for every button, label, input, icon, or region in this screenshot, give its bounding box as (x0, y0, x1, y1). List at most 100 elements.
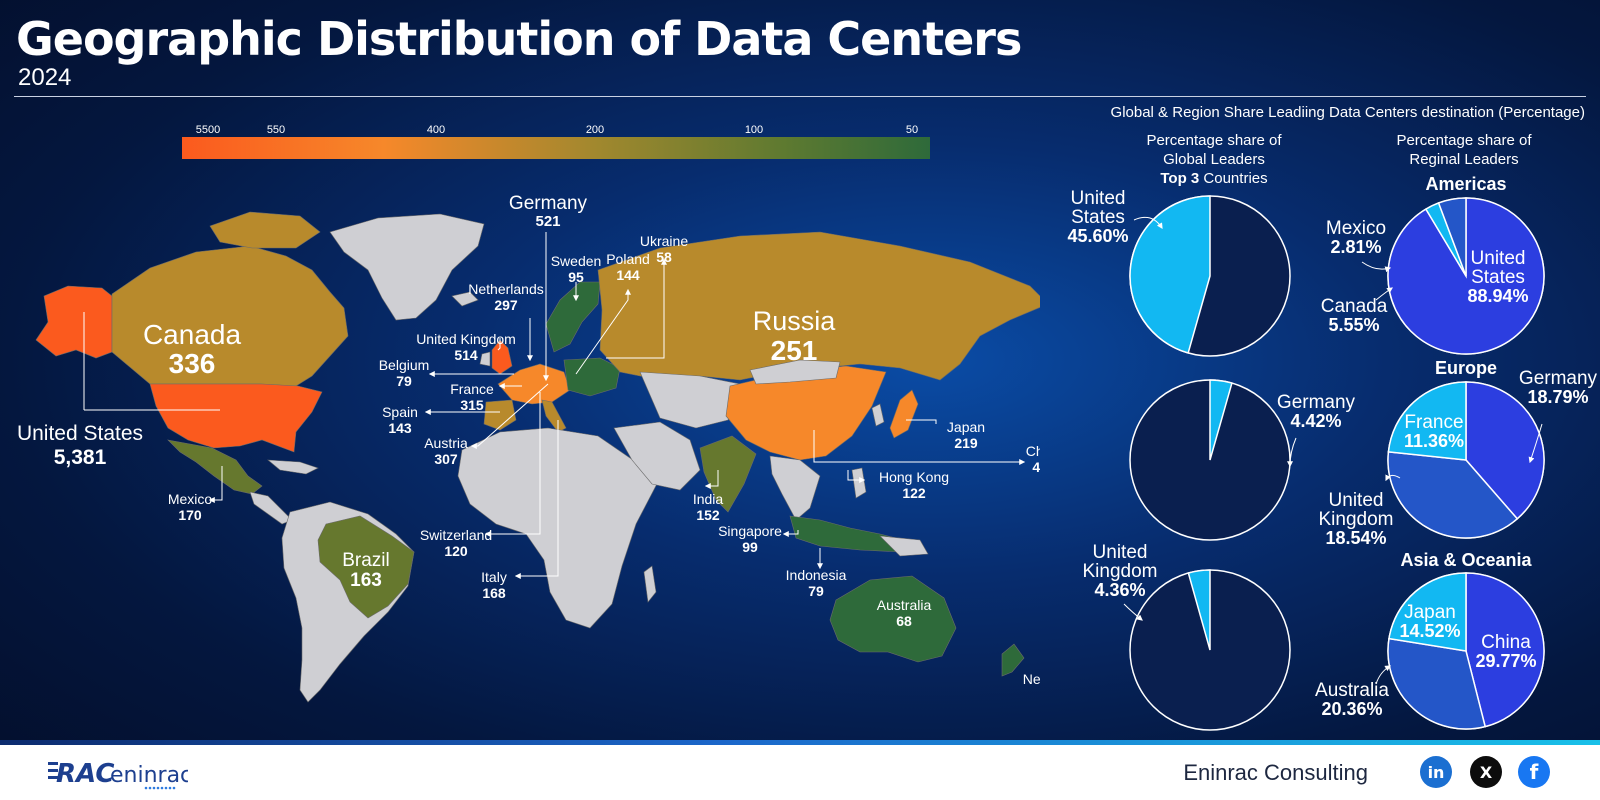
pie-slice-china (1465, 572, 1545, 728)
country-value: 144 (616, 267, 640, 283)
country-value: 99 (742, 539, 758, 555)
pie-label-name: China (1481, 632, 1531, 653)
linkedin-icon[interactable]: in (1420, 756, 1452, 788)
pie-slice-united-states (1129, 195, 1211, 354)
country-value: 122 (902, 485, 926, 501)
logo-tail: eninrac (110, 763, 188, 788)
land-alaska (35, 285, 113, 359)
country-value: 297 (494, 297, 518, 313)
land-korea (871, 403, 885, 427)
regional-col-title-2: Reginal Leaders (1409, 151, 1518, 168)
x-twitter-icon[interactable]: X (1470, 756, 1502, 788)
region-heading-americas: Americas (1425, 174, 1506, 194)
land-india (699, 435, 757, 513)
land-new-zealand (1001, 643, 1025, 677)
page-subtitle: 2024 (18, 64, 72, 91)
land-western-europe (497, 363, 571, 405)
pie-label-name: States (1071, 207, 1125, 228)
country-value: 5,381 (54, 446, 107, 469)
pie-slice-canada (1437, 197, 1467, 277)
pie-label-arrow (1375, 287, 1393, 301)
country-name: Netherlands (468, 281, 544, 297)
land-japan (889, 389, 919, 439)
legend-tick-200: 200 (586, 124, 604, 136)
pie-label-name: Japan (1404, 602, 1456, 623)
land-central-america (249, 491, 293, 525)
country-value: 521 (535, 213, 560, 230)
facebook-icon[interactable]: f (1518, 756, 1550, 788)
brand-name: Eninrac Consulting (1183, 760, 1368, 785)
country-name: United States (17, 422, 143, 445)
country-value: 251 (771, 335, 818, 366)
land-iberia (483, 399, 517, 431)
leader-italy (514, 420, 559, 579)
country-value: 219 (954, 435, 978, 451)
color-scale-ticks: 5500 550 400 200 100 50 (196, 124, 918, 136)
pie-label-name: France (1404, 412, 1463, 433)
global-col-title-2: Global Leaders (1163, 151, 1265, 168)
pie-label-arrow (1287, 437, 1297, 468)
pie-label-name: United (1329, 490, 1384, 511)
country-name: Ukraine (640, 233, 688, 249)
pie-slice-germany (1209, 379, 1233, 461)
leader-singapore (782, 530, 799, 537)
country-value: 336 (169, 348, 216, 379)
pie-label-value: 20.36% (1321, 699, 1382, 719)
land-new-guinea (879, 535, 929, 557)
pie-label-arrow (1375, 665, 1392, 685)
pie-label-arrow (1133, 216, 1163, 230)
land-philippines (851, 467, 867, 499)
color-scale-bar (182, 137, 930, 159)
pie-label-name: Kingdom (1319, 509, 1394, 530)
land-southeast-asia (769, 455, 821, 521)
pie-label-name: United (1471, 248, 1526, 269)
land-scandinavia (545, 281, 601, 353)
land-ireland (479, 351, 491, 367)
label-leader-lines (83, 232, 1026, 579)
pies-heading: Global & Region Share Leadiing Data Cent… (1111, 104, 1585, 121)
pie-label-name: Germany (1277, 392, 1356, 413)
page-title: Geographic Distribution of Data Centers (16, 12, 1022, 66)
legend-tick-550: 550 (267, 124, 285, 136)
global-col-title-1: Percentage share of (1146, 132, 1282, 149)
land-brazil (317, 515, 415, 619)
country-value: 315 (460, 397, 484, 413)
leader-austria (470, 383, 549, 449)
country-name: Singapore (718, 523, 782, 539)
pie-label-name: Kingdom (1083, 561, 1158, 582)
country-value: 449 (1032, 459, 1040, 475)
legend-tick-100: 100 (745, 124, 763, 136)
legend-tick-400: 400 (427, 124, 445, 136)
pies-group: UnitedStates45.60%Germany4.42%UnitedKing… (1067, 174, 1598, 731)
pie-label-value: 11.36% (1404, 431, 1464, 451)
country-name: Italy (481, 569, 507, 585)
land-central-asia (639, 371, 741, 429)
pie-label-value: 88.94% (1467, 286, 1528, 306)
country-value: 170 (178, 507, 202, 523)
pie-label-name: Australia (1315, 680, 1389, 701)
pie-label-name: Germany (1519, 368, 1598, 389)
pie-label-value: 29.77% (1475, 651, 1536, 671)
land-madagascar (643, 565, 657, 603)
country-name: France (450, 381, 494, 397)
pie-slice-france (1387, 381, 1467, 461)
